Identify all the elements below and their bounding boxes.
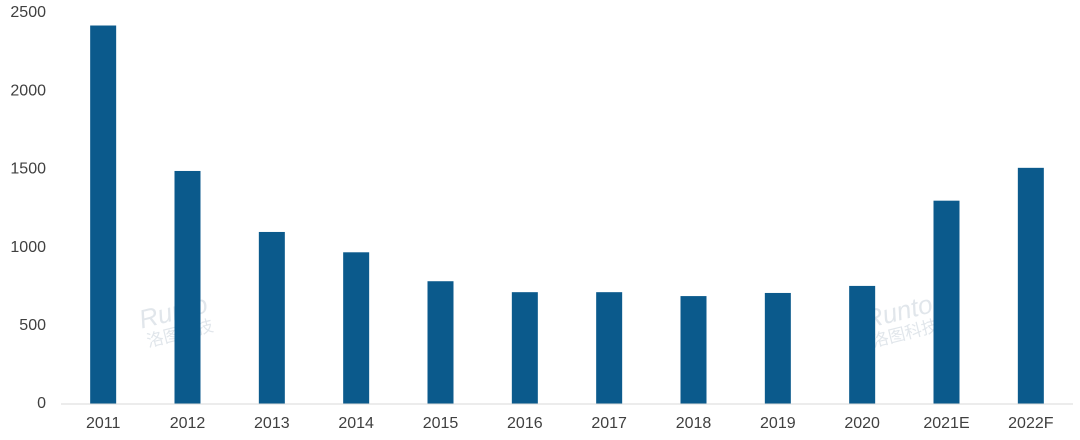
y-tick-label: 2500 bbox=[10, 4, 46, 21]
bar bbox=[764, 292, 791, 404]
bar bbox=[596, 292, 623, 404]
bar bbox=[849, 285, 876, 404]
x-tick-label: 2014 bbox=[338, 415, 374, 432]
x-tick-label: 2017 bbox=[591, 415, 627, 432]
x-tick-label: 2018 bbox=[676, 415, 712, 432]
x-tick-label: 2020 bbox=[844, 415, 880, 432]
x-tick-label: 2015 bbox=[423, 415, 459, 432]
y-tick-label: 1000 bbox=[10, 239, 46, 256]
bar bbox=[258, 231, 285, 404]
x-tick-label: 2019 bbox=[760, 415, 796, 432]
bar bbox=[90, 25, 117, 405]
x-tick-label: 2022F bbox=[1008, 415, 1054, 432]
y-tick-label: 1500 bbox=[10, 161, 46, 178]
bar bbox=[511, 292, 538, 404]
bar bbox=[680, 296, 707, 404]
x-tick-label: 2016 bbox=[507, 415, 543, 432]
x-tick-label: 2012 bbox=[170, 415, 206, 432]
bar bbox=[343, 252, 370, 404]
y-tick-label: 500 bbox=[19, 317, 46, 334]
y-tick-label: 0 bbox=[37, 395, 46, 412]
bar bbox=[174, 170, 201, 404]
bar bbox=[427, 281, 454, 404]
bar bbox=[1017, 167, 1044, 404]
bar bbox=[933, 200, 960, 404]
y-tick-label: 2000 bbox=[10, 82, 46, 99]
x-tick-label: 2021E bbox=[923, 415, 969, 432]
x-tick-label: 2013 bbox=[254, 415, 290, 432]
x-tick-label: 2011 bbox=[86, 415, 121, 432]
